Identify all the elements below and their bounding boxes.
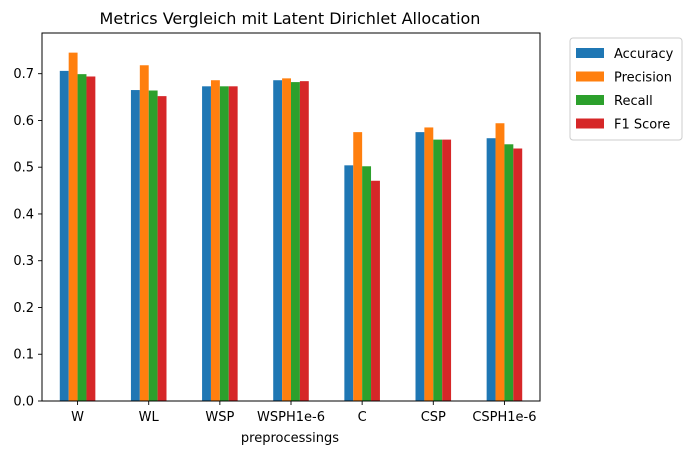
chart-title: Metrics Vergleich mit Latent Dirichlet A…	[100, 9, 481, 28]
bar-f1-score-c	[371, 180, 380, 401]
bar-recall-wsph1e-6	[291, 82, 300, 401]
bar-f1-score-wsph1e-6	[299, 81, 309, 401]
bar-precision-w	[68, 52, 78, 401]
bar-accuracy-csph1e-6	[486, 138, 496, 401]
bar-f1-score-wsp	[228, 86, 238, 401]
legend-label-recall: Recall	[614, 94, 653, 109]
legend-label-precision: Precision	[614, 71, 672, 86]
y-tick-label: 0.6	[13, 114, 34, 129]
y-tick-label: 0.4	[13, 207, 34, 222]
bar-recall-csph1e-6	[504, 144, 514, 402]
y-tick-label: 0.0	[13, 395, 34, 410]
bar-accuracy-c	[344, 165, 354, 401]
bar-recall-wl	[148, 90, 158, 401]
x-tick-label: W	[71, 410, 84, 425]
x-tick-label: CSPH1e-6	[472, 410, 536, 425]
bar-f1-score-w	[86, 76, 96, 402]
bar-precision-csp	[424, 127, 434, 401]
bar-f1-score-csph1e-6	[513, 148, 523, 401]
bars-group	[59, 52, 523, 402]
x-ticks-group: W WL WSP WSPH1e-6 C CSP CSPH1e-6	[71, 401, 537, 425]
legend-swatch-recall	[576, 95, 604, 105]
bar-recall-w	[77, 74, 87, 402]
legend-label-accuracy: Accuracy	[614, 47, 674, 62]
bar-precision-c	[353, 132, 363, 401]
bar-accuracy-wsp	[202, 86, 211, 401]
legend-swatch-f1-score	[576, 118, 604, 129]
bar-precision-wsp	[210, 80, 220, 401]
y-tick-label: 0.5	[13, 161, 34, 176]
bar-precision-wsph1e-6	[282, 78, 291, 402]
y-tick-label: 0.3	[13, 254, 34, 269]
y-tick-label: 0.2	[13, 301, 34, 316]
x-tick-label: WSPH1e-6	[257, 410, 325, 425]
x-tick-label: WSP	[205, 410, 234, 425]
bar-recall-csp	[433, 139, 443, 402]
bar-f1-score-csp	[442, 139, 452, 402]
bar-precision-wl	[139, 65, 149, 401]
x-tick-label: C	[358, 410, 367, 425]
bar-accuracy-w	[59, 70, 69, 401]
bar-accuracy-wl	[130, 90, 140, 402]
legend-label-f1-score: F1 Score	[614, 118, 670, 133]
legend-swatch-accuracy	[576, 48, 604, 58]
bar-recall-wsp	[219, 86, 229, 401]
bar-recall-c	[362, 166, 372, 401]
x-tick-label: WL	[139, 410, 160, 425]
x-axis-label: preprocessings	[241, 431, 339, 446]
legend-swatch-precision	[576, 71, 604, 82]
x-tick-label: CSP	[421, 410, 446, 425]
y-ticks-group: 0.0 0.1 0.2 0.3 0.4 0.5 0.6 0.7	[13, 67, 42, 410]
bar-precision-csph1e-6	[495, 123, 505, 401]
bar-f1-score-wl	[157, 96, 167, 401]
bar-accuracy-csp	[415, 132, 425, 401]
bar-accuracy-wsph1e-6	[273, 80, 283, 401]
legend: Accuracy Precision Recall F1 Score	[569, 37, 683, 141]
y-tick-label: 0.1	[13, 348, 34, 363]
y-tick-label: 0.7	[13, 67, 34, 82]
legend-box	[569, 37, 683, 141]
